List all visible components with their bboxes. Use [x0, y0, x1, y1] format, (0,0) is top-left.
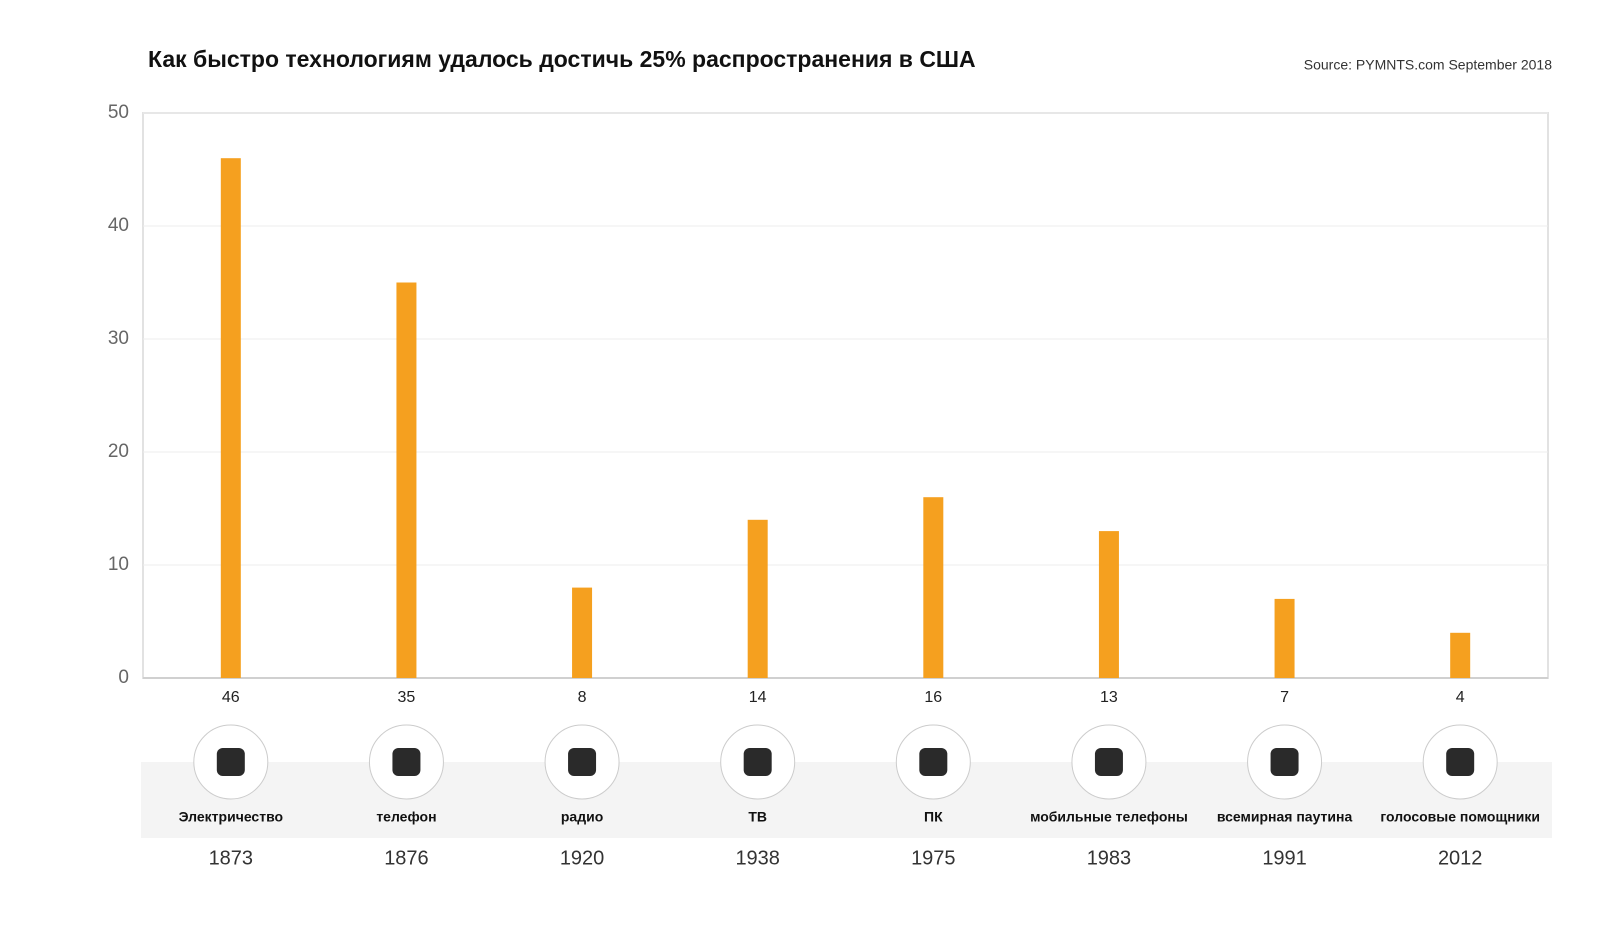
value-label: 8: [578, 689, 587, 706]
year-label: 2012: [1438, 847, 1483, 869]
bar: [923, 497, 944, 678]
category-label: ТВ: [748, 809, 767, 825]
category-label: телефон: [376, 809, 436, 825]
category-label: Электричество: [179, 809, 283, 825]
icon-glyph: [743, 748, 772, 776]
year-label: 1975: [911, 847, 956, 869]
value-label: 16: [924, 689, 942, 706]
icon-glyph: [216, 748, 245, 776]
icon-glyph: [1446, 748, 1475, 776]
y-tick-label: 20: [108, 441, 129, 462]
value-label: 4: [1456, 689, 1465, 706]
year-label: 1991: [1262, 847, 1307, 869]
year-label: 1920: [560, 847, 605, 869]
y-tick-label: 0: [118, 667, 129, 688]
bar: [1450, 632, 1471, 678]
bar: [220, 158, 241, 678]
source: Source: PYMNTS.com September 2018: [1304, 57, 1552, 73]
bar: [396, 282, 417, 678]
bar: [1274, 598, 1295, 678]
icon-glyph: [568, 748, 597, 776]
category-label: всемирная паутина: [1217, 809, 1353, 825]
bar: [1098, 531, 1119, 678]
value-label: 13: [1100, 689, 1118, 706]
icon-glyph: [919, 748, 948, 776]
bar: [747, 519, 768, 678]
year-label: 1876: [384, 847, 429, 869]
icon-glyph: [1094, 748, 1123, 776]
icon-glyph: [392, 748, 421, 776]
category-label: мобильные телефоны: [1030, 809, 1188, 825]
y-tick-label: 40: [108, 215, 129, 236]
value-label: 35: [398, 689, 416, 706]
year-label: 1938: [735, 847, 780, 869]
y-tick-label: 30: [108, 328, 129, 349]
chart-title: Как быстро технологиям удалось достичь 2…: [148, 46, 976, 72]
value-label: 46: [222, 689, 240, 706]
category-label: ПК: [924, 809, 943, 825]
y-tick-label: 50: [108, 102, 129, 123]
value-label: 14: [749, 689, 767, 706]
category-label: голосовые помощники: [1380, 809, 1540, 825]
icon-glyph: [1270, 748, 1299, 776]
value-label: 7: [1280, 689, 1289, 706]
year-label: 1983: [1087, 847, 1132, 869]
category-label: радио: [561, 809, 603, 825]
plot-frame: [142, 112, 1549, 679]
y-tick-label: 10: [108, 554, 129, 575]
year-label: 1873: [209, 847, 254, 869]
bar: [572, 587, 593, 678]
label-band: [141, 762, 1552, 838]
